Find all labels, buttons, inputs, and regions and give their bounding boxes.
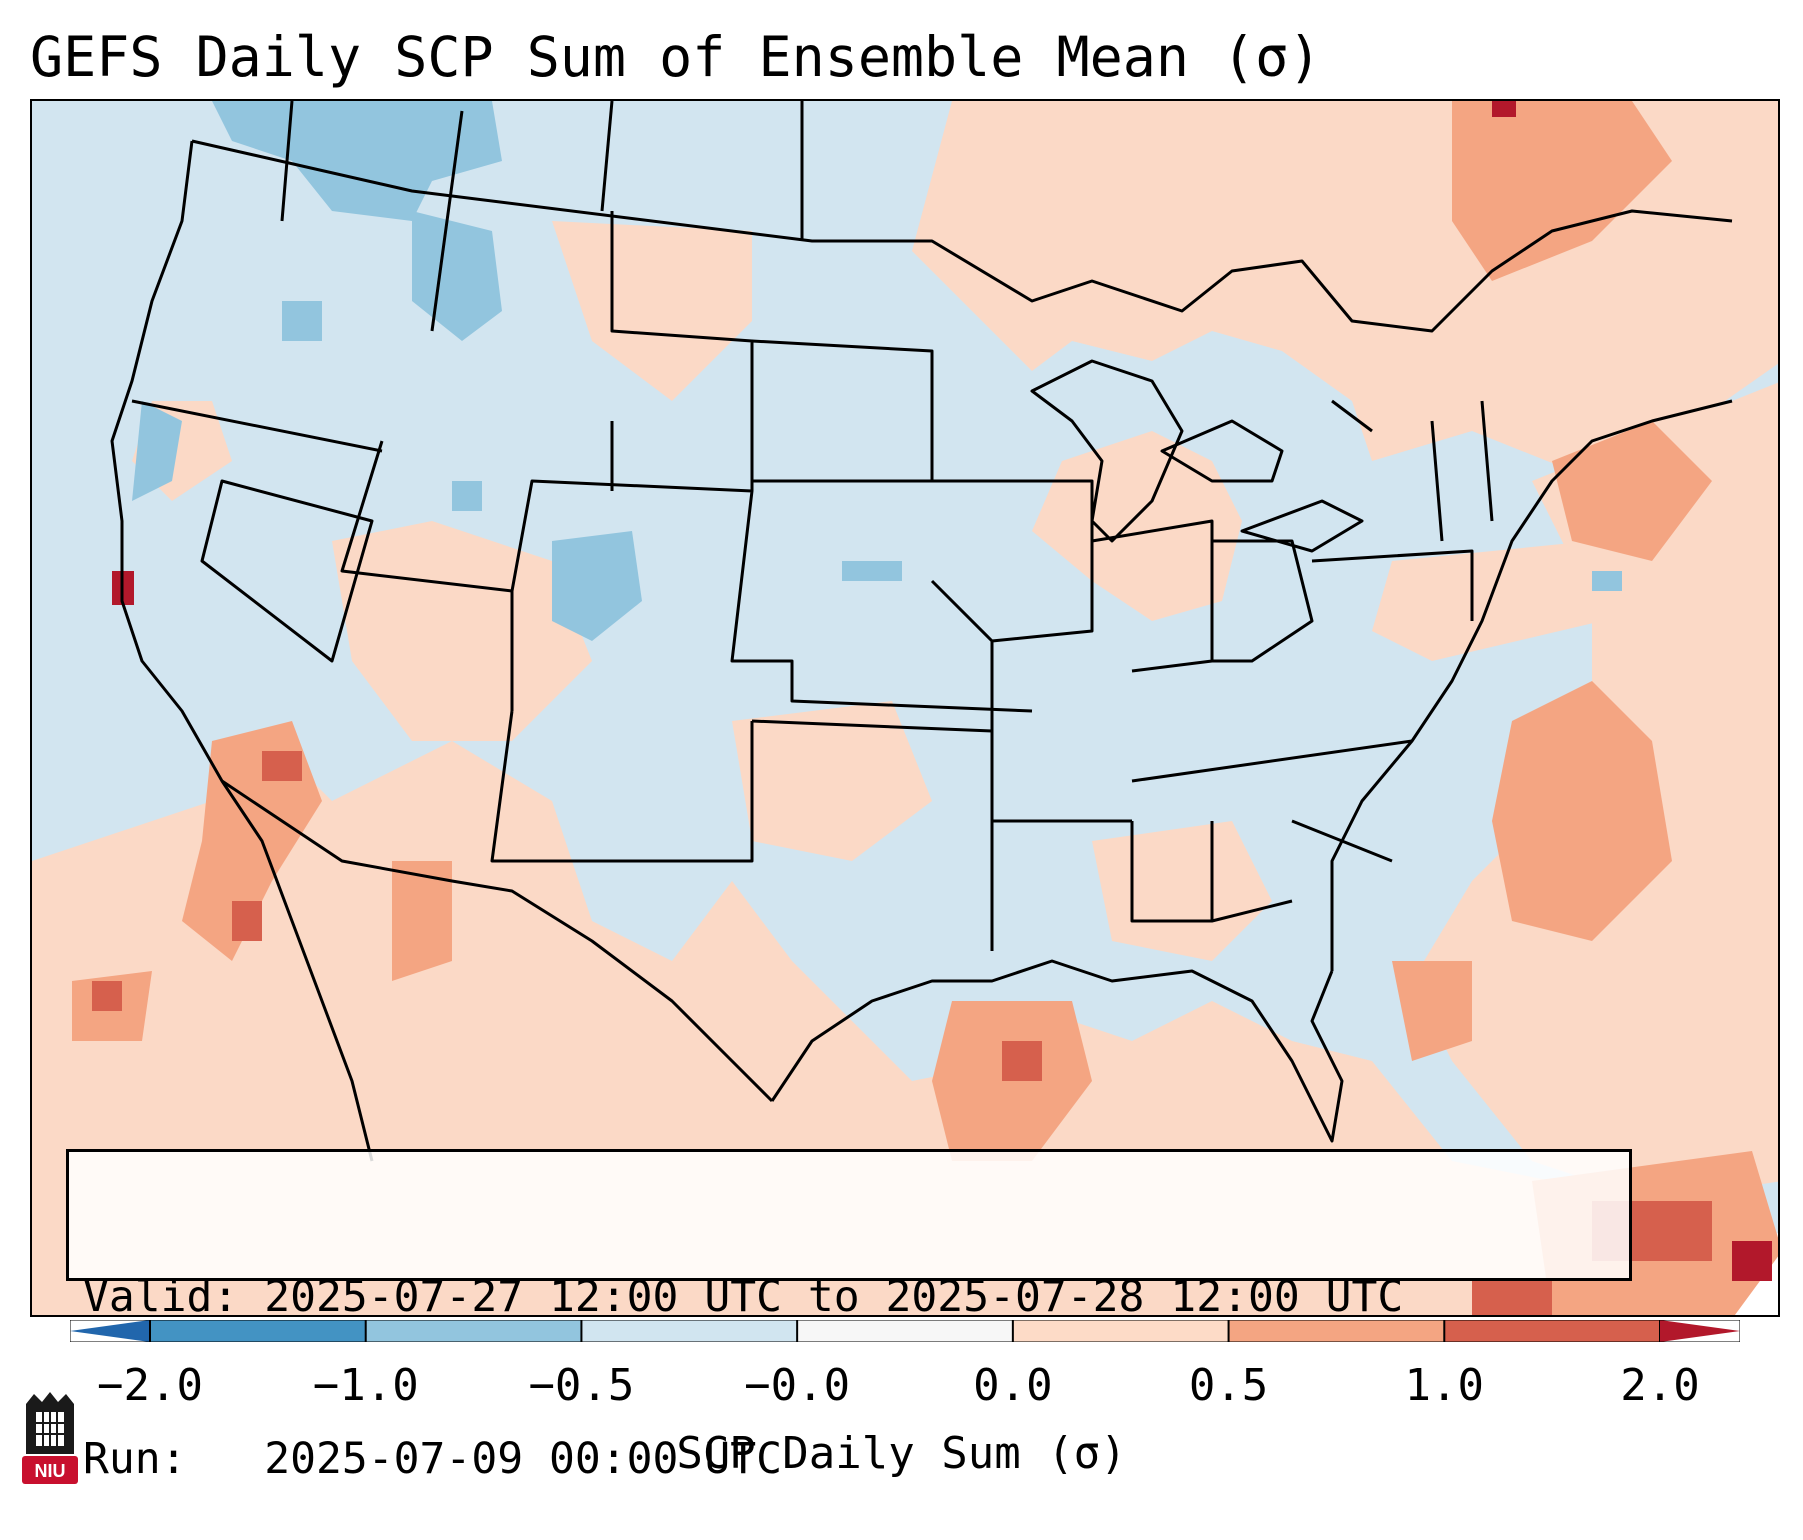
logo-text: NIU: [35, 1461, 66, 1481]
colorbar-tick-label: −0.0: [744, 1360, 851, 1411]
state-boundaries: [110, 101, 1733, 1162]
colorbar-segment: [1012, 1320, 1230, 1342]
map-panel[interactable]: [30, 99, 1780, 1317]
niu-shield-logo-icon: NIU: [22, 1392, 78, 1484]
colorbar-tick-label: −2.0: [97, 1360, 203, 1411]
valid-time-text: Valid: 2025-07-27 12:00 UTC to 2025-07-2…: [83, 1272, 1404, 1322]
colorbar-tick-label: −0.5: [528, 1360, 635, 1411]
colorbar-label: SCP Daily Sum (σ): [676, 1428, 1127, 1479]
colorbar-segment: [581, 1320, 798, 1342]
colorbar-tick-label: 0.0: [973, 1360, 1053, 1411]
hot-spot-regions: [92, 751, 1712, 1315]
extreme-spots: [112, 101, 1772, 1281]
colorbar-segment: [797, 1320, 1014, 1342]
colorbar-tick-label: 0.5: [1188, 1360, 1269, 1411]
colorbar: [70, 1320, 1740, 1342]
colorbar-right-arrow: [1660, 1320, 1740, 1342]
colorbar-tick-label: −1.0: [312, 1360, 419, 1411]
colorbar-left-arrow: [70, 1320, 150, 1342]
run-time-text: Run: 2025-07-09 00:00 UTC: [83, 1434, 782, 1484]
colorbar-segment: [1444, 1320, 1661, 1342]
colorbar-segment: [1228, 1320, 1445, 1342]
colorbar-tick-label: 2.0: [1620, 1360, 1700, 1411]
colorbar-tick-label: 1.0: [1404, 1360, 1485, 1411]
colorbar-segment: [150, 1320, 367, 1342]
colorbar-segment: [365, 1320, 582, 1342]
colorbar-segments: [149, 1320, 1661, 1342]
valid-run-info-box: Valid: 2025-07-27 12:00 UTC to 2025-07-2…: [66, 1149, 1632, 1484]
map-title: GEFS Daily SCP Sum of Ensemble Mean (σ): [30, 25, 1322, 89]
scp-map: [32, 101, 1778, 1315]
